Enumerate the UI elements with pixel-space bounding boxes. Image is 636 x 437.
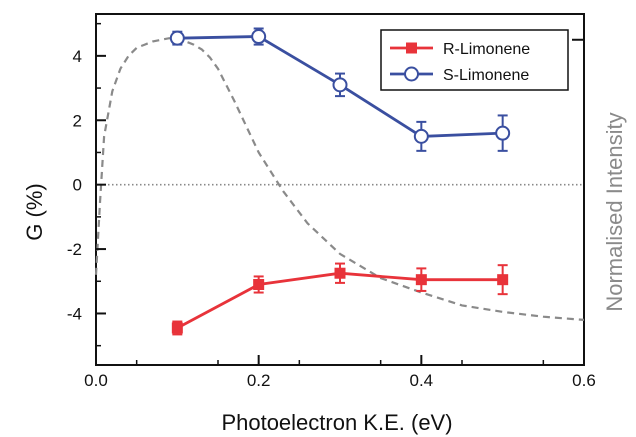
data-point (251, 29, 267, 45)
data-point (497, 274, 509, 286)
data-point (253, 278, 265, 290)
y-tick-label: 4 (73, 47, 82, 66)
y-tick-label: -4 (67, 304, 82, 323)
y-tick-label: 0 (73, 176, 82, 195)
data-point (171, 322, 183, 334)
legend-marker (404, 66, 419, 82)
x-tick-label: 0.4 (410, 371, 434, 390)
legend-label: S-Limonene (443, 67, 529, 84)
x-tick-label: 0.2 (247, 371, 271, 390)
y2-axis-title: Normalised Intensity (602, 112, 627, 311)
data-point (413, 128, 429, 144)
data-point (495, 125, 511, 141)
y-tick-label: -2 (67, 240, 82, 259)
legend-marker (406, 42, 417, 54)
x-tick-label: 0.6 (572, 371, 596, 390)
x-axis-title: Photoelectron K.E. (eV) (221, 410, 452, 435)
legend-label: R-Limonene (443, 41, 530, 58)
data-point (169, 30, 185, 46)
y-tick-label: 2 (73, 111, 82, 130)
x-tick-label: 0.0 (84, 371, 108, 390)
data-point (332, 77, 348, 93)
intensity-curve (94, 37, 585, 321)
plot-frame (95, 13, 585, 366)
data-point (334, 267, 346, 279)
data-point (415, 274, 427, 286)
legend: R-Limonene S-Limonene (380, 29, 569, 91)
y-axis-title: G (%) (22, 183, 47, 240)
